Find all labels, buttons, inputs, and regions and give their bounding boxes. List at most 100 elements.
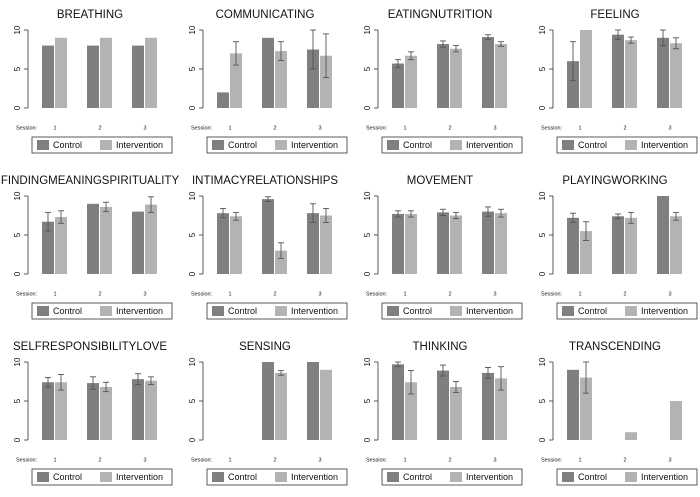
x-tick-label: 2 xyxy=(448,125,451,131)
error-bar xyxy=(310,29,316,70)
y-tick-label: 0 xyxy=(13,105,22,110)
bar xyxy=(100,206,112,274)
bar xyxy=(320,369,332,440)
error-bar xyxy=(570,41,576,82)
y-tick-label: 0 xyxy=(188,271,197,276)
x-tick-label: 2 xyxy=(623,125,626,131)
bar xyxy=(482,37,494,108)
error-bar xyxy=(583,361,589,394)
error-bar xyxy=(440,364,446,377)
error-bar xyxy=(58,374,64,391)
error-bar xyxy=(485,34,491,40)
y-tick-label: 0 xyxy=(13,437,22,442)
panel-title: FINDINGMEANINGSPIRITUALITY xyxy=(1,175,180,187)
error-bar xyxy=(278,242,284,259)
bar xyxy=(307,49,319,108)
bar xyxy=(405,213,417,274)
legend-key xyxy=(625,140,637,150)
x-tick-label: 1 xyxy=(53,457,56,463)
bar xyxy=(625,40,637,108)
y-tick-label: 5 xyxy=(13,232,22,237)
bar xyxy=(612,34,624,108)
error-bar xyxy=(583,221,589,241)
y-tick-label: 5 xyxy=(13,66,22,71)
x-axis-label: Session: xyxy=(541,125,563,131)
y-tick-label: 5 xyxy=(13,398,22,403)
legend-key xyxy=(100,306,112,316)
error-bar xyxy=(310,203,316,223)
x-axis-label: Session: xyxy=(366,125,388,131)
bar xyxy=(405,55,417,108)
bar xyxy=(87,203,99,274)
error-bar xyxy=(673,37,679,50)
x-tick-label: 3 xyxy=(668,457,671,463)
bar xyxy=(132,45,144,108)
y-tick-label: 10 xyxy=(13,357,22,366)
error-bar xyxy=(485,367,491,379)
error-bar xyxy=(135,373,141,386)
legend-label: Intervention xyxy=(641,472,688,482)
error-bar xyxy=(408,370,414,395)
y-tick-label: 0 xyxy=(13,271,22,276)
bar xyxy=(275,372,287,440)
y-tick-label: 0 xyxy=(538,437,547,442)
legend-label: Control xyxy=(578,306,607,316)
bar xyxy=(217,92,229,108)
y-tick-label: 10 xyxy=(538,25,547,34)
panel-title: TRANSCENDING xyxy=(569,341,661,353)
error-bar xyxy=(278,370,284,376)
y-tick-label: 10 xyxy=(188,25,197,34)
x-tick-label: 2 xyxy=(448,457,451,463)
error-bar xyxy=(395,59,401,68)
x-tick-label: 2 xyxy=(98,291,101,297)
bar xyxy=(392,364,404,440)
y-tick-label: 10 xyxy=(13,25,22,34)
bar xyxy=(145,380,157,440)
legend-label: Control xyxy=(53,140,82,150)
bar xyxy=(482,211,494,274)
y-tick-label: 0 xyxy=(188,437,197,442)
bar xyxy=(230,216,242,274)
error-bar xyxy=(90,376,96,390)
legend-label: Intervention xyxy=(116,140,163,150)
error-bar xyxy=(148,376,154,386)
panel-title: INTIMACYRELATIONSHIPS xyxy=(192,175,338,187)
panel-title: THINKING xyxy=(413,341,468,353)
bar xyxy=(262,362,274,440)
error-bar xyxy=(103,201,109,213)
x-tick-label: 1 xyxy=(228,457,231,463)
legend-key xyxy=(212,306,224,316)
legend-label: Intervention xyxy=(641,140,688,150)
x-tick-label: 3 xyxy=(318,457,321,463)
bar xyxy=(262,199,274,274)
bar xyxy=(657,196,669,274)
x-axis-label: Session: xyxy=(16,291,38,297)
bar xyxy=(657,37,669,108)
error-bar xyxy=(323,208,329,223)
error-bar xyxy=(673,211,679,221)
legend-key xyxy=(562,140,574,150)
x-tick-label: 1 xyxy=(578,291,581,297)
error-bar xyxy=(615,213,621,220)
y-tick-label: 10 xyxy=(538,191,547,200)
error-bar xyxy=(148,196,154,213)
legend-label: Control xyxy=(578,140,607,150)
error-bar xyxy=(233,211,239,221)
bar xyxy=(495,213,507,274)
y-tick-label: 10 xyxy=(363,357,372,366)
bar xyxy=(320,215,332,274)
x-axis-label: Session: xyxy=(191,125,213,131)
panel-title: FEELING xyxy=(590,9,639,21)
x-tick-label: 1 xyxy=(228,291,231,297)
x-tick-label: 3 xyxy=(493,457,496,463)
bar xyxy=(612,216,624,274)
bar xyxy=(307,213,319,274)
bar xyxy=(145,204,157,274)
bar xyxy=(132,379,144,440)
error-bar xyxy=(395,361,401,368)
error-bar xyxy=(58,210,64,224)
x-tick-label: 3 xyxy=(493,291,496,297)
bar xyxy=(42,221,54,274)
legend-key xyxy=(100,472,112,482)
y-tick-label: 5 xyxy=(188,398,197,403)
